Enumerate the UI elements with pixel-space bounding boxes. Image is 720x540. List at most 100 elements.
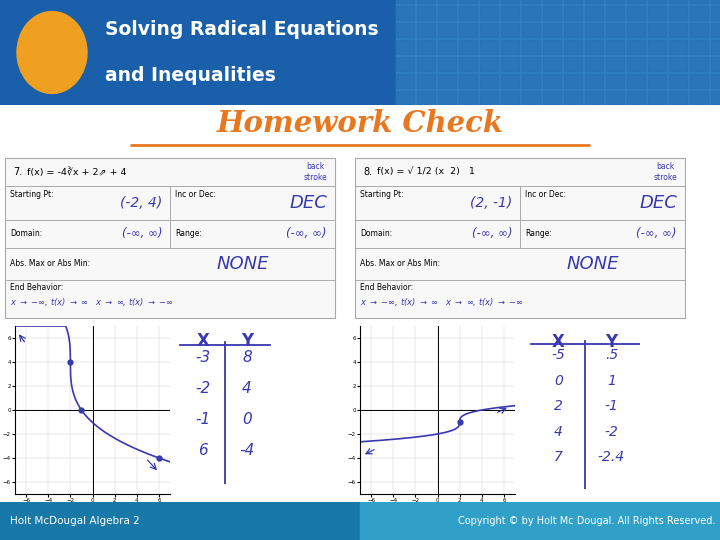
Bar — [585, 0, 603, 3]
Bar — [438, 57, 456, 71]
Bar — [438, 0, 456, 3]
Bar — [627, 91, 645, 105]
Bar — [627, 6, 645, 20]
Bar — [417, 40, 435, 54]
Bar — [417, 6, 435, 20]
Bar — [543, 6, 561, 20]
Text: Inc or Dec:: Inc or Dec: — [175, 191, 216, 199]
Bar — [396, 40, 414, 54]
Bar — [648, 74, 666, 88]
Text: Domain:: Domain: — [360, 230, 392, 239]
Text: DEC: DEC — [639, 194, 677, 212]
Text: X: X — [552, 333, 565, 350]
Bar — [459, 74, 477, 88]
Text: 0: 0 — [554, 374, 563, 388]
Bar — [711, 57, 720, 71]
Bar — [522, 6, 540, 20]
Bar — [564, 6, 582, 20]
Bar — [564, 40, 582, 54]
Text: Holt McDougal Algebra 2: Holt McDougal Algebra 2 — [10, 516, 140, 526]
Bar — [522, 23, 540, 37]
Bar — [627, 57, 645, 71]
Bar — [438, 23, 456, 37]
Text: Copyright © by Holt Mc Dougal. All Rights Reserved.: Copyright © by Holt Mc Dougal. All Right… — [458, 516, 715, 526]
Bar — [627, 0, 645, 3]
Bar — [648, 6, 666, 20]
Text: back
stroke: back stroke — [303, 163, 327, 181]
Bar — [543, 0, 561, 3]
Bar — [690, 91, 708, 105]
Bar — [501, 23, 519, 37]
Bar — [648, 0, 666, 3]
Text: Solving Radical Equations: Solving Radical Equations — [105, 20, 379, 39]
Bar — [690, 74, 708, 88]
Text: 8.: 8. — [363, 167, 372, 177]
Bar — [480, 57, 498, 71]
Bar — [585, 40, 603, 54]
Bar — [459, 40, 477, 54]
Bar — [690, 40, 708, 54]
Bar — [669, 74, 687, 88]
Text: Range:: Range: — [175, 230, 202, 239]
Bar — [396, 6, 414, 20]
Bar — [627, 23, 645, 37]
Bar — [522, 91, 540, 105]
Bar — [438, 6, 456, 20]
Bar — [0, 502, 360, 540]
Bar — [459, 91, 477, 105]
Text: (-∞, ∞): (-∞, ∞) — [287, 227, 327, 240]
Bar — [5, 158, 335, 318]
Text: End Behavior:: End Behavior: — [10, 284, 63, 293]
Bar — [459, 23, 477, 37]
Bar — [648, 91, 666, 105]
Bar — [522, 57, 540, 71]
Text: -2: -2 — [605, 424, 618, 438]
Text: 8: 8 — [242, 350, 252, 365]
Bar — [564, 74, 582, 88]
Text: -2: -2 — [195, 381, 211, 396]
Text: 1: 1 — [607, 374, 616, 388]
Bar — [522, 0, 540, 3]
Text: 4: 4 — [554, 424, 563, 438]
Bar — [669, 40, 687, 54]
Text: 7.: 7. — [13, 167, 22, 177]
Bar — [0, 0, 396, 105]
Bar — [711, 91, 720, 105]
Bar — [396, 0, 414, 3]
Bar — [606, 6, 624, 20]
Bar — [501, 6, 519, 20]
Text: Homework Check: Homework Check — [217, 109, 503, 138]
Bar — [396, 23, 414, 37]
Bar — [522, 40, 540, 54]
Bar — [690, 57, 708, 71]
Bar — [711, 74, 720, 88]
Bar — [690, 23, 708, 37]
Bar — [711, 6, 720, 20]
Bar — [543, 74, 561, 88]
Bar — [480, 40, 498, 54]
Bar — [417, 23, 435, 37]
Text: Domain:: Domain: — [10, 230, 42, 239]
Bar — [438, 91, 456, 105]
Text: End Behavior:: End Behavior: — [360, 284, 413, 293]
Text: 0: 0 — [242, 411, 252, 427]
Bar — [669, 57, 687, 71]
Bar — [627, 74, 645, 88]
Bar — [564, 91, 582, 105]
Text: X: X — [197, 332, 210, 350]
Bar — [648, 40, 666, 54]
Bar — [648, 57, 666, 71]
Bar — [669, 23, 687, 37]
Bar — [585, 74, 603, 88]
Text: Y: Y — [241, 332, 253, 350]
Bar — [360, 502, 720, 540]
Text: -3: -3 — [195, 350, 211, 365]
Text: and Inequalities: and Inequalities — [105, 66, 276, 85]
Bar — [480, 6, 498, 20]
Bar — [627, 40, 645, 54]
Text: NONE: NONE — [216, 255, 269, 273]
Bar — [417, 57, 435, 71]
Bar — [501, 91, 519, 105]
Bar — [585, 91, 603, 105]
Text: back
stroke: back stroke — [653, 163, 677, 181]
